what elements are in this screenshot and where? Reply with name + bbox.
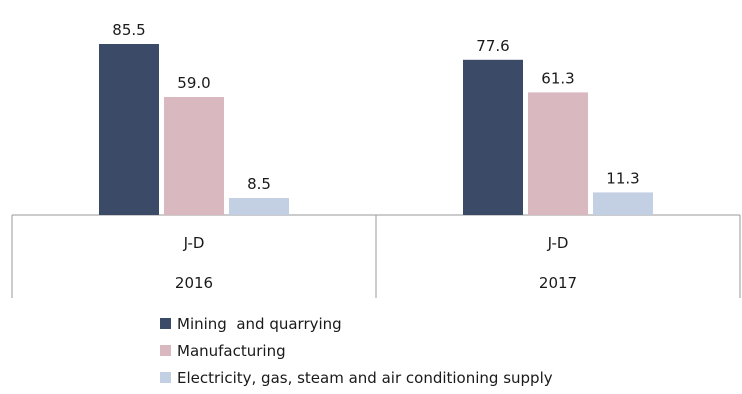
year-label: 2016 <box>175 274 213 292</box>
legend-item-mining: Mining and quarrying <box>160 310 553 337</box>
bar-chart: 85.5 59.0 8.5 J-D 2016 77.6 61.3 11.3 J-D 2017 <box>11 21 741 298</box>
bar <box>99 44 159 215</box>
legend-swatch-mining <box>160 318 171 329</box>
bar <box>164 97 224 215</box>
year-label: 2017 <box>539 274 577 292</box>
data-label: 61.3 <box>541 69 574 87</box>
bar <box>528 92 588 215</box>
legend-swatch-electricity <box>160 372 171 383</box>
legend-swatch-manufacturing <box>160 345 171 356</box>
data-label: 77.6 <box>476 37 509 55</box>
bar <box>593 192 653 215</box>
legend-label-manufacturing: Manufacturing <box>177 341 286 360</box>
data-label: 85.5 <box>112 21 145 39</box>
legend-label-electricity: Electricity, gas, steam and air conditio… <box>177 368 553 387</box>
legend-item-manufacturing: Manufacturing <box>160 337 553 364</box>
category-label: J-D <box>547 234 569 252</box>
bar <box>229 198 289 215</box>
bar <box>463 59 523 215</box>
data-label: 8.5 <box>247 175 271 193</box>
data-label: 11.3 <box>606 169 639 187</box>
legend: Mining and quarrying Manufacturing Elect… <box>160 310 553 391</box>
legend-label-mining: Mining and quarrying <box>177 314 342 333</box>
legend-item-electricity: Electricity, gas, steam and air conditio… <box>160 364 553 391</box>
category-label: J-D <box>183 234 205 252</box>
data-label: 59.0 <box>177 74 210 92</box>
